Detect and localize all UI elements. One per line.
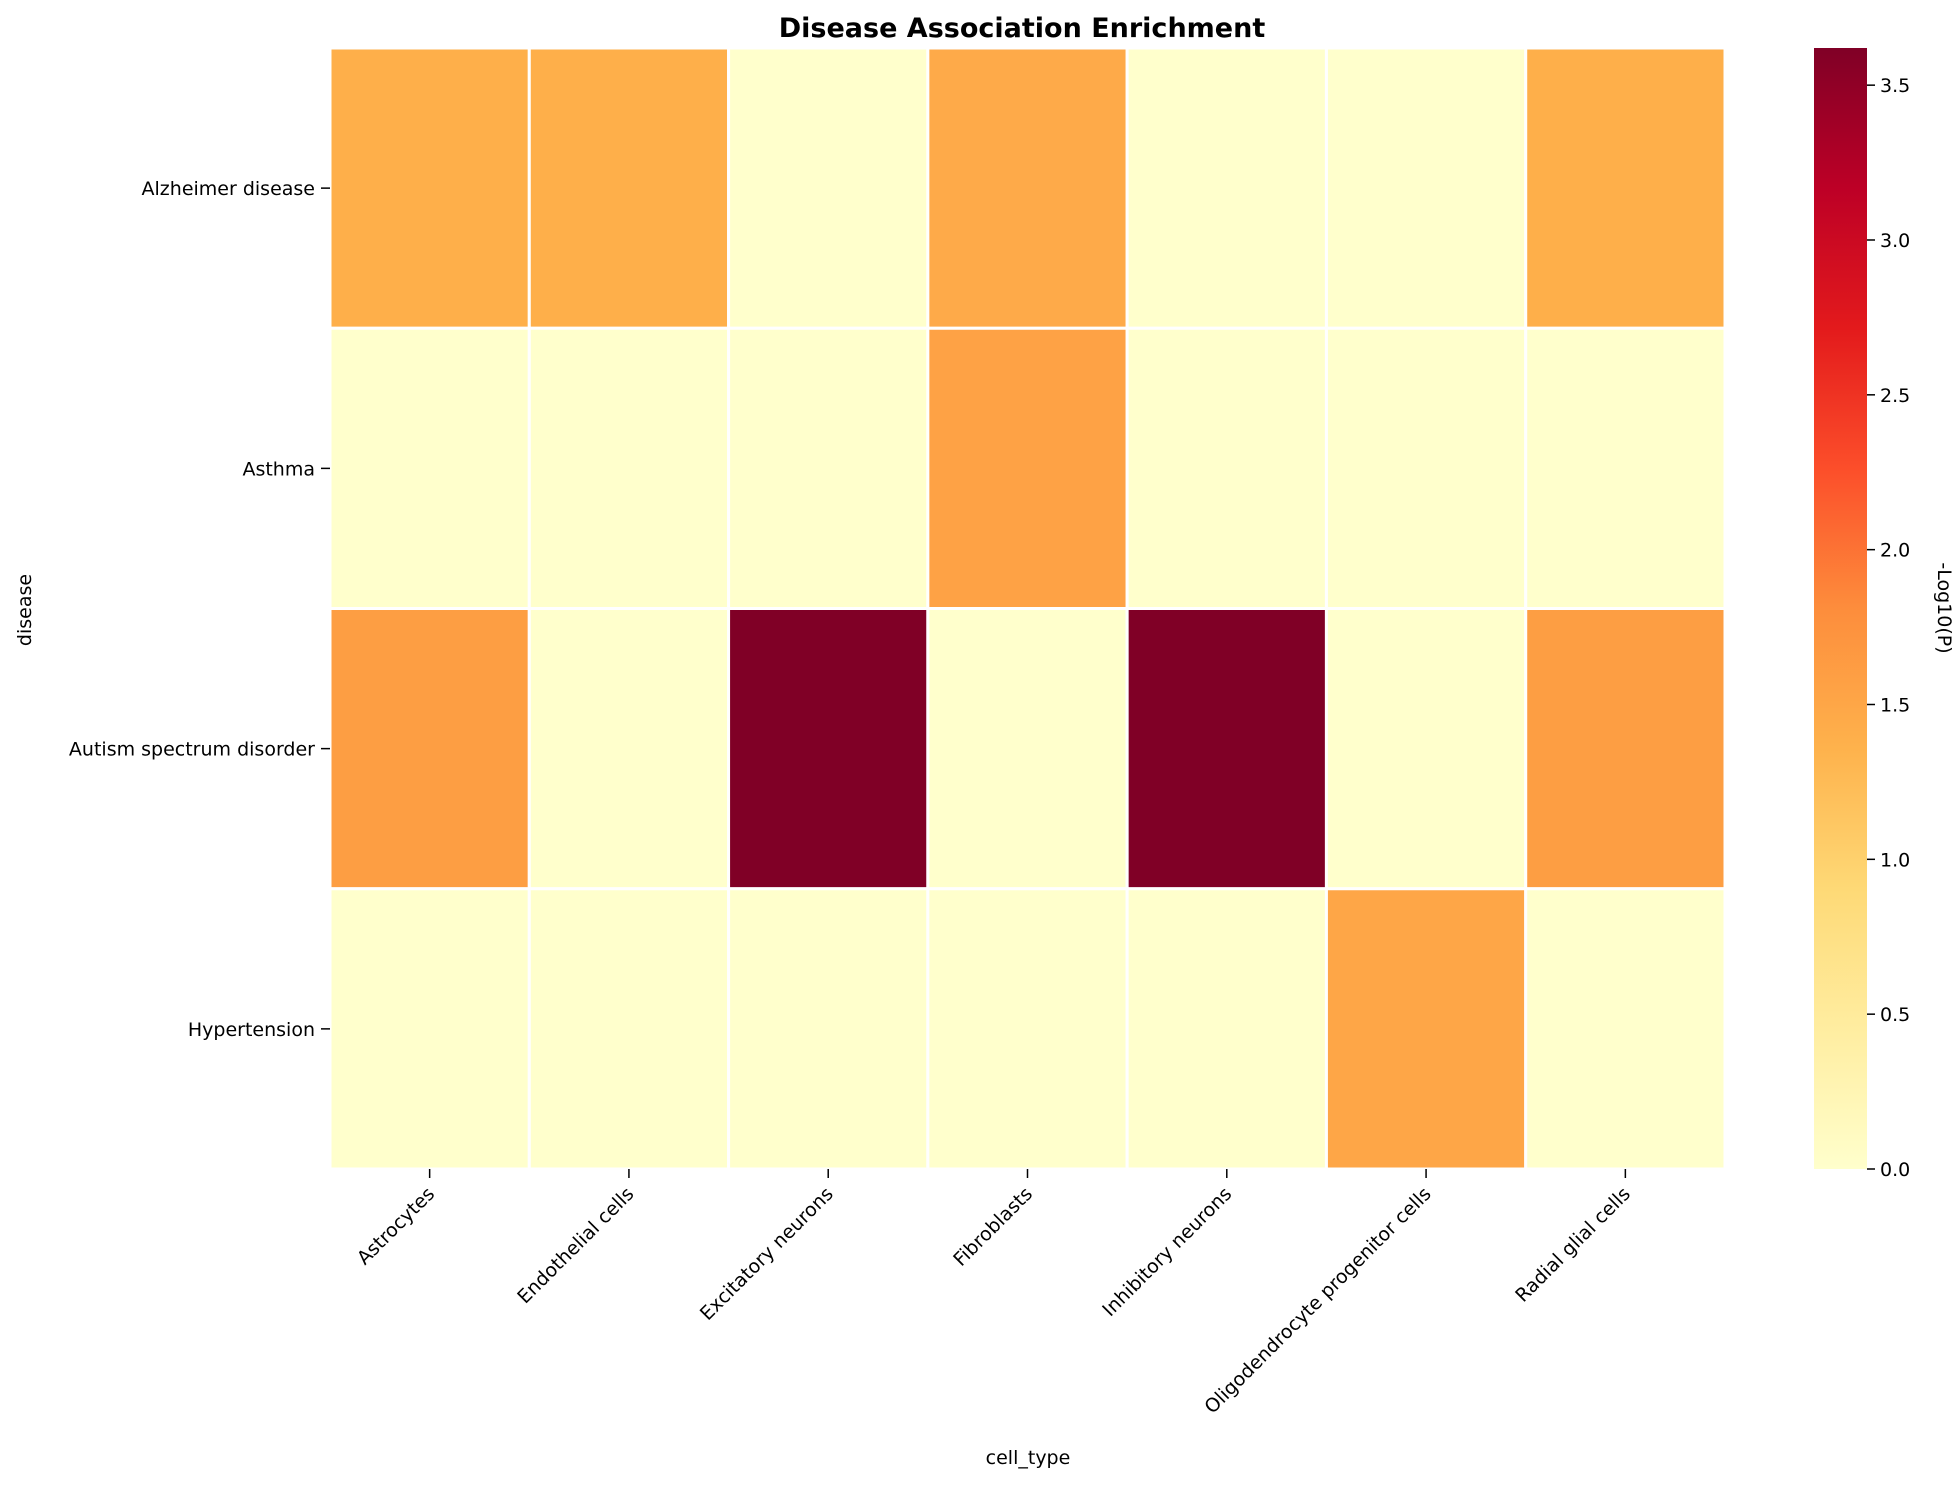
heatmap-cell [527, 607, 731, 891]
y-tick-label: Asthma [242, 458, 315, 480]
heatmap-cell [926, 326, 1129, 610]
colorbar-label: -Log10(P) [1933, 562, 1955, 653]
x-tick-label: Excitatory neurons [696, 1183, 838, 1325]
chart-title: Disease Association Enrichment [779, 13, 1266, 44]
heatmap-cell [1125, 46, 1328, 330]
heatmap-cell [328, 887, 531, 1171]
y-axis-ticks: Alzheimer disease Asthma Autism spectrum d… [69, 178, 330, 1041]
heatmap-cell [926, 887, 1129, 1171]
heatmap-cell [1324, 887, 1528, 1171]
y-axis-label: disease [14, 574, 36, 646]
colorbar-tick-label: 1.0 [1880, 849, 1910, 871]
heatmap-cell [527, 887, 731, 1171]
heatmap-cell [727, 46, 930, 330]
heatmap-cell [727, 326, 930, 610]
heatmap-cell [1324, 46, 1528, 330]
x-tick-label: Fibroblasts [949, 1183, 1037, 1271]
colorbar-tick-label: 1.5 [1880, 694, 1910, 716]
heatmap-cell [1125, 607, 1328, 891]
colorbar [1814, 48, 1867, 1169]
heatmap-cell [1524, 607, 1727, 891]
heatmap-cell [1324, 326, 1528, 610]
colorbar-ticks: 0.0 0.5 1.0 1.5 2.0 2.5 3.0 3.5 [1867, 75, 1910, 1181]
heatmap-cells [328, 46, 1727, 1171]
colorbar-tick-label: 2.0 [1880, 540, 1910, 562]
y-tick-label: Hypertension [188, 1019, 315, 1041]
heatmap-cell [926, 46, 1129, 330]
heatmap-cell [328, 607, 531, 891]
colorbar-tick-label: 3.5 [1880, 75, 1910, 97]
heatmap-cell [727, 607, 930, 891]
colorbar-tick-label: 0.5 [1880, 1004, 1910, 1026]
x-tick-label: Inhibitory neurons [1098, 1183, 1236, 1321]
heatmap-cell [527, 326, 731, 610]
x-tick-label: Astrocytes [353, 1183, 439, 1269]
x-tick-label: Radial glial cells [1511, 1183, 1635, 1307]
heatmap-cell [1524, 326, 1727, 610]
heatmap-cell [1324, 607, 1528, 891]
heatmap-cell [926, 607, 1129, 891]
y-tick-label: Alzheimer disease [142, 178, 315, 200]
heatmap-cell [328, 326, 531, 610]
y-tick-label: Autism spectrum disorder [69, 739, 315, 761]
heatmap-cell [1125, 326, 1328, 610]
x-tick-label: Endothelial cells [513, 1183, 638, 1308]
heatmap-cell [727, 887, 930, 1171]
x-tick-label: Oligodendrocyte progenitor cells [1200, 1183, 1435, 1418]
heatmap-cell [527, 46, 731, 330]
x-axis-ticks: Astrocytes Endothelial cells Excitatory ne… [353, 1169, 1635, 1418]
colorbar-tick-label: 2.5 [1880, 385, 1910, 407]
colorbar-tick-label: 0.0 [1880, 1159, 1910, 1181]
x-axis-label: cell_type [986, 1447, 1071, 1469]
heatmap-cell [328, 46, 531, 330]
heatmap-cell [1524, 46, 1727, 330]
heatmap-cell [1524, 887, 1727, 1171]
colorbar-tick-label: 3.0 [1880, 230, 1910, 252]
heatmap-cell [1125, 887, 1328, 1171]
